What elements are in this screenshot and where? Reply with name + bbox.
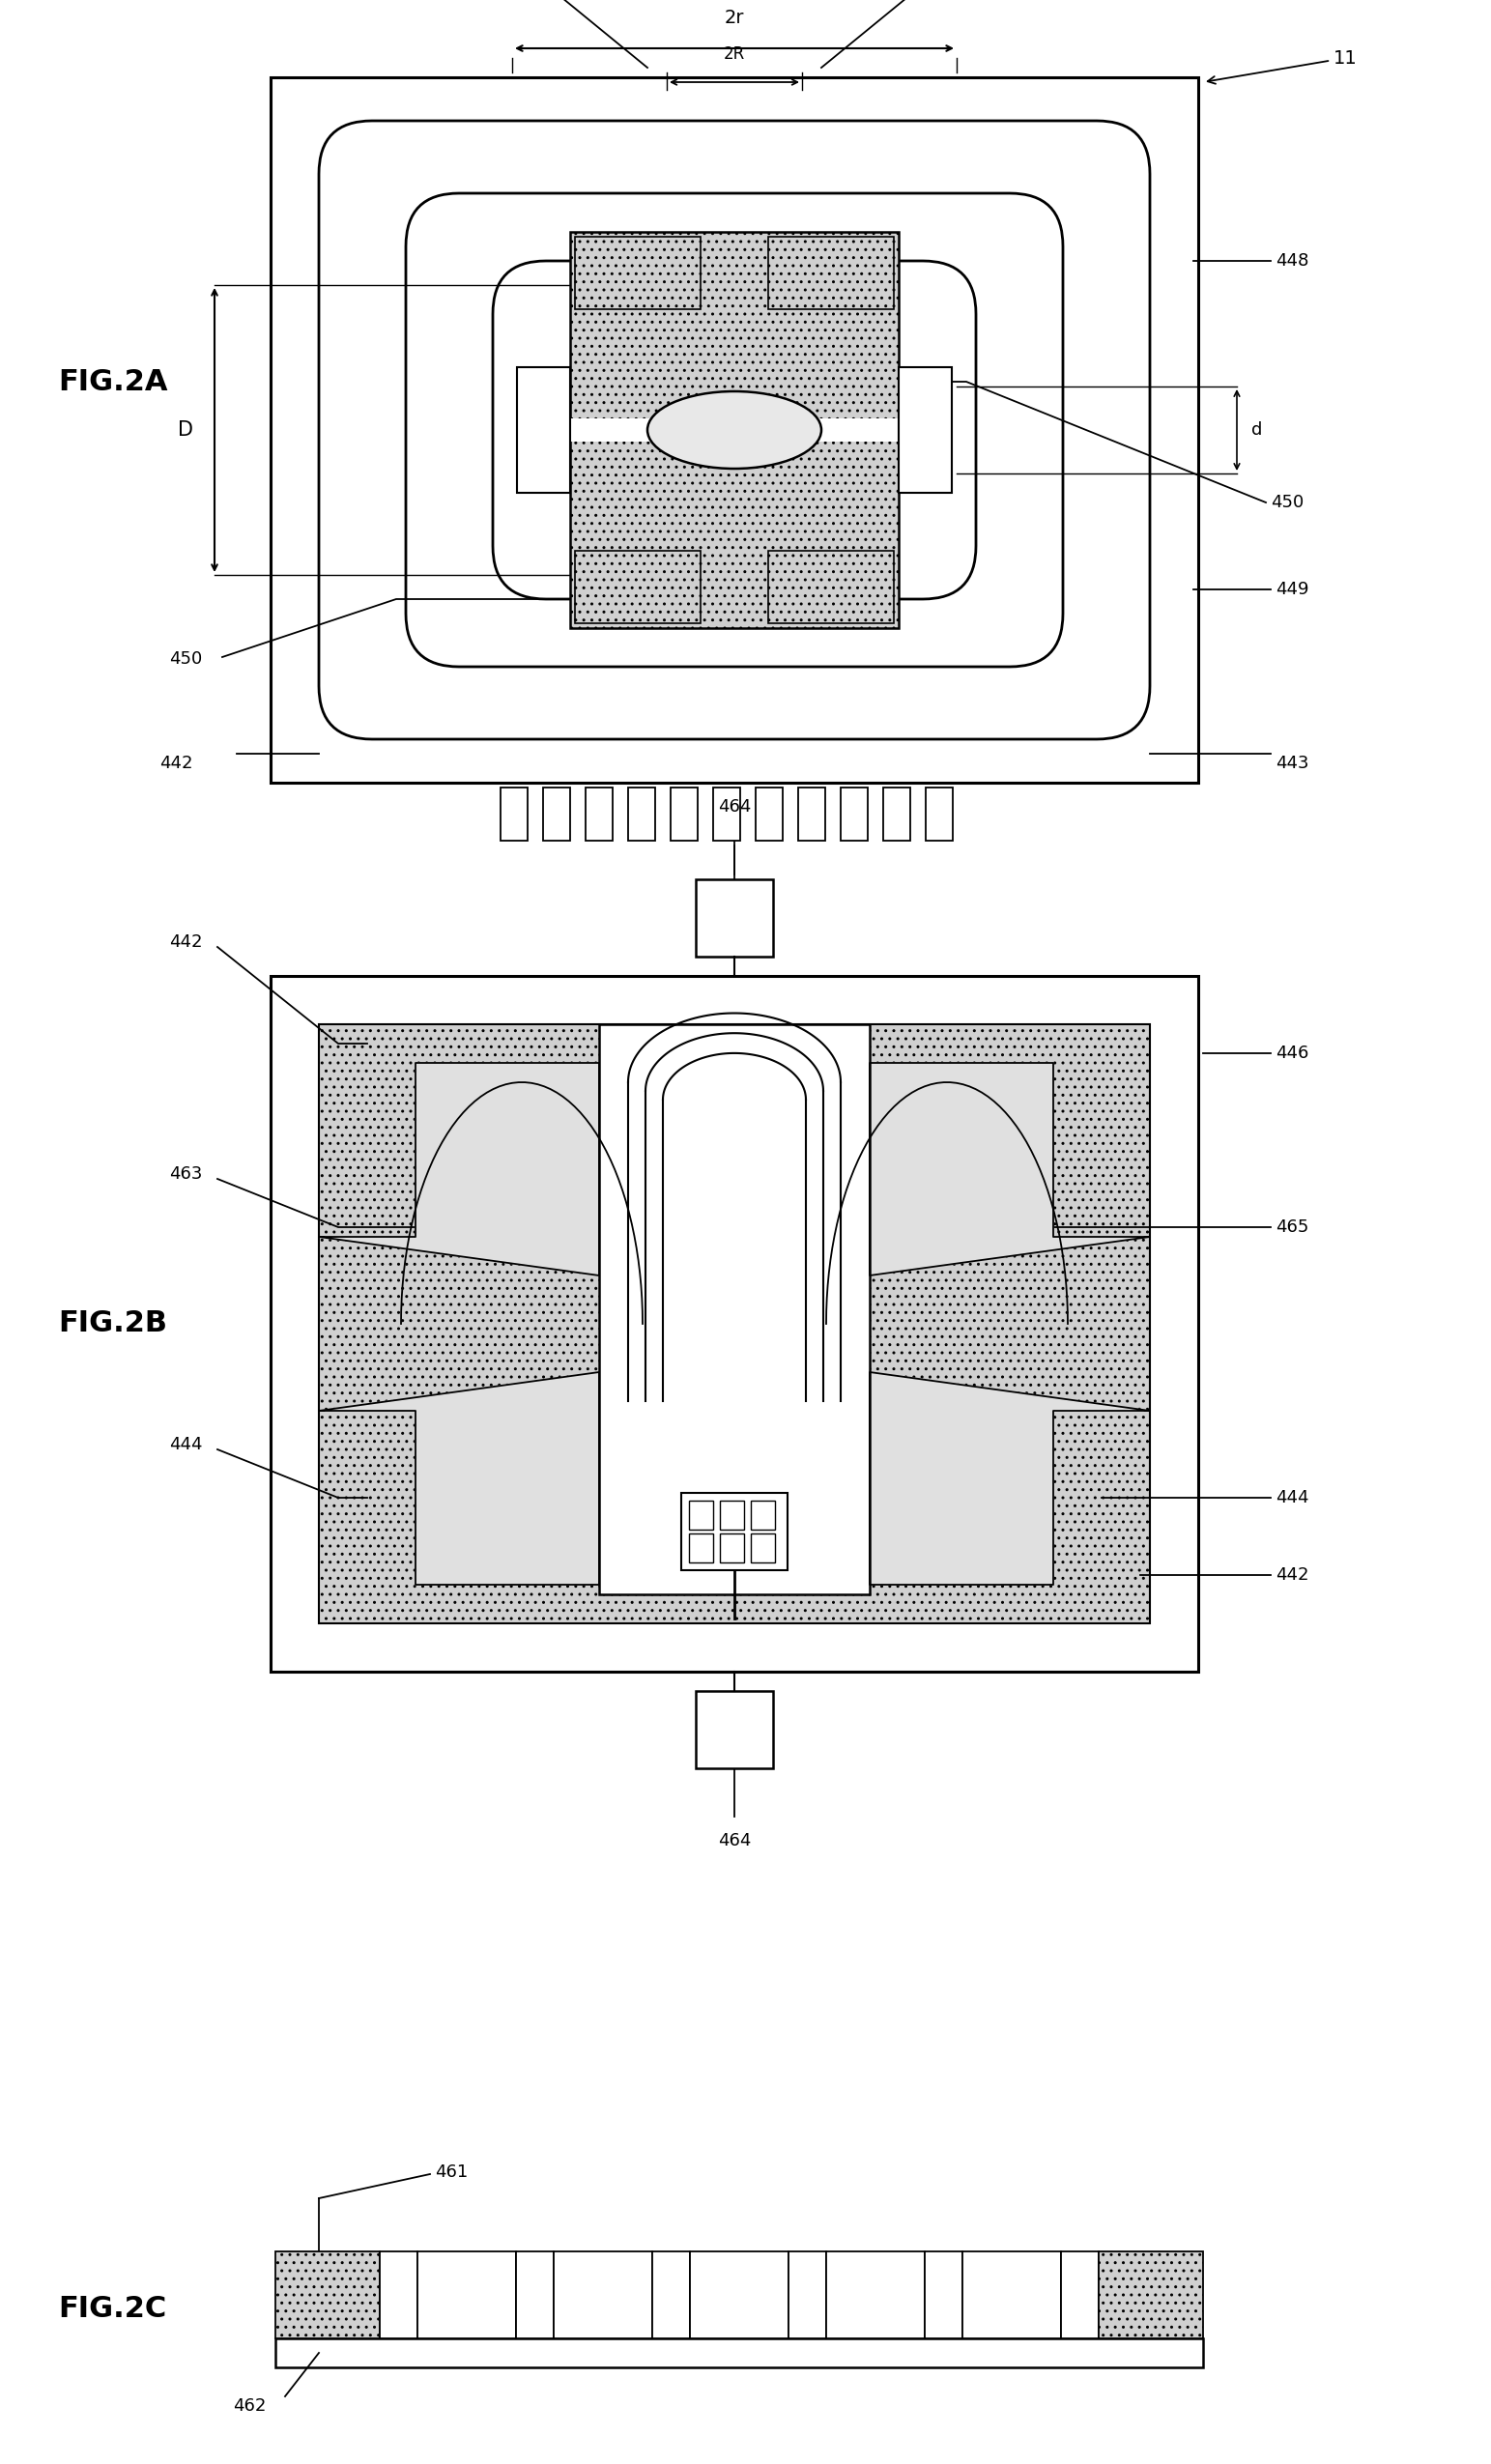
Bar [681,1493,787,1570]
Bar [826,2252,924,2338]
Text: 461: 461 [435,2163,468,2181]
Bar [276,2338,1203,2368]
Bar [720,1533,744,1562]
Text: 442: 442 [160,754,192,771]
Text: 2r: 2r [725,10,744,27]
Polygon shape [869,1062,1150,1276]
Bar [883,788,910,840]
Text: 464: 464 [717,798,751,816]
Polygon shape [319,1062,599,1276]
Text: 449: 449 [1275,582,1309,599]
Bar [628,788,655,840]
Text: 444: 444 [1275,1488,1309,1506]
Bar [696,880,772,956]
Text: FIG.2A: FIG.2A [58,367,167,397]
FancyBboxPatch shape [319,121,1150,739]
Bar [586,788,613,840]
Text: d: d [1251,421,1263,439]
Text: 446: 446 [1275,1045,1309,1062]
Bar [841,788,868,840]
Bar [798,788,825,840]
Bar [570,419,899,441]
Text: 450: 450 [1270,493,1303,510]
Bar [751,1533,775,1562]
Bar [270,976,1199,1671]
Text: 444: 444 [168,1437,203,1454]
Bar [380,2252,417,2338]
Bar [671,788,698,840]
Text: 450: 450 [168,650,203,668]
Bar [570,232,899,628]
FancyBboxPatch shape [494,261,977,599]
Bar [689,1501,713,1530]
Text: 455: 455 [717,894,751,912]
Bar [689,1533,713,1562]
Bar [899,367,951,493]
Text: 442: 442 [1275,1567,1309,1584]
Bar [696,1690,772,1769]
Text: 462: 462 [233,2397,265,2415]
Bar [690,2252,789,2338]
Text: 448: 448 [1275,251,1309,269]
Bar [516,2252,553,2338]
Bar [1062,2252,1099,2338]
Polygon shape [319,1372,599,1584]
Ellipse shape [647,392,822,468]
Bar [768,552,893,623]
Bar [751,1501,775,1530]
Bar [517,367,570,493]
Bar [417,2252,516,2338]
Bar [543,788,570,840]
Text: 11: 11 [1208,49,1357,84]
Bar [553,2252,653,2338]
Text: 465: 465 [1275,1220,1309,1237]
Text: 464: 464 [717,1833,751,1850]
FancyBboxPatch shape [406,192,1063,668]
Bar [962,2252,1062,2338]
Bar [599,1025,869,1594]
Bar [768,237,893,308]
Bar [1099,2252,1203,2338]
Bar [789,2252,826,2338]
Text: 463: 463 [168,1165,203,1183]
Text: FIG.2B: FIG.2B [58,1311,167,1338]
Text: FIG.2C: FIG.2C [58,2296,167,2324]
Bar [576,237,701,308]
Bar [756,788,783,840]
Polygon shape [869,1372,1150,1584]
Bar [276,2252,380,2338]
Bar [576,552,701,623]
Text: D: D [177,421,194,439]
Bar [924,2252,962,2338]
Bar [653,2252,690,2338]
Bar [926,788,953,840]
Bar [501,788,528,840]
Bar [319,1025,1150,1624]
Text: 442: 442 [168,934,203,951]
Bar [720,1501,744,1530]
Bar [270,76,1199,784]
Text: 443: 443 [1275,754,1309,771]
Text: 2R: 2R [723,44,746,62]
Bar [713,788,740,840]
